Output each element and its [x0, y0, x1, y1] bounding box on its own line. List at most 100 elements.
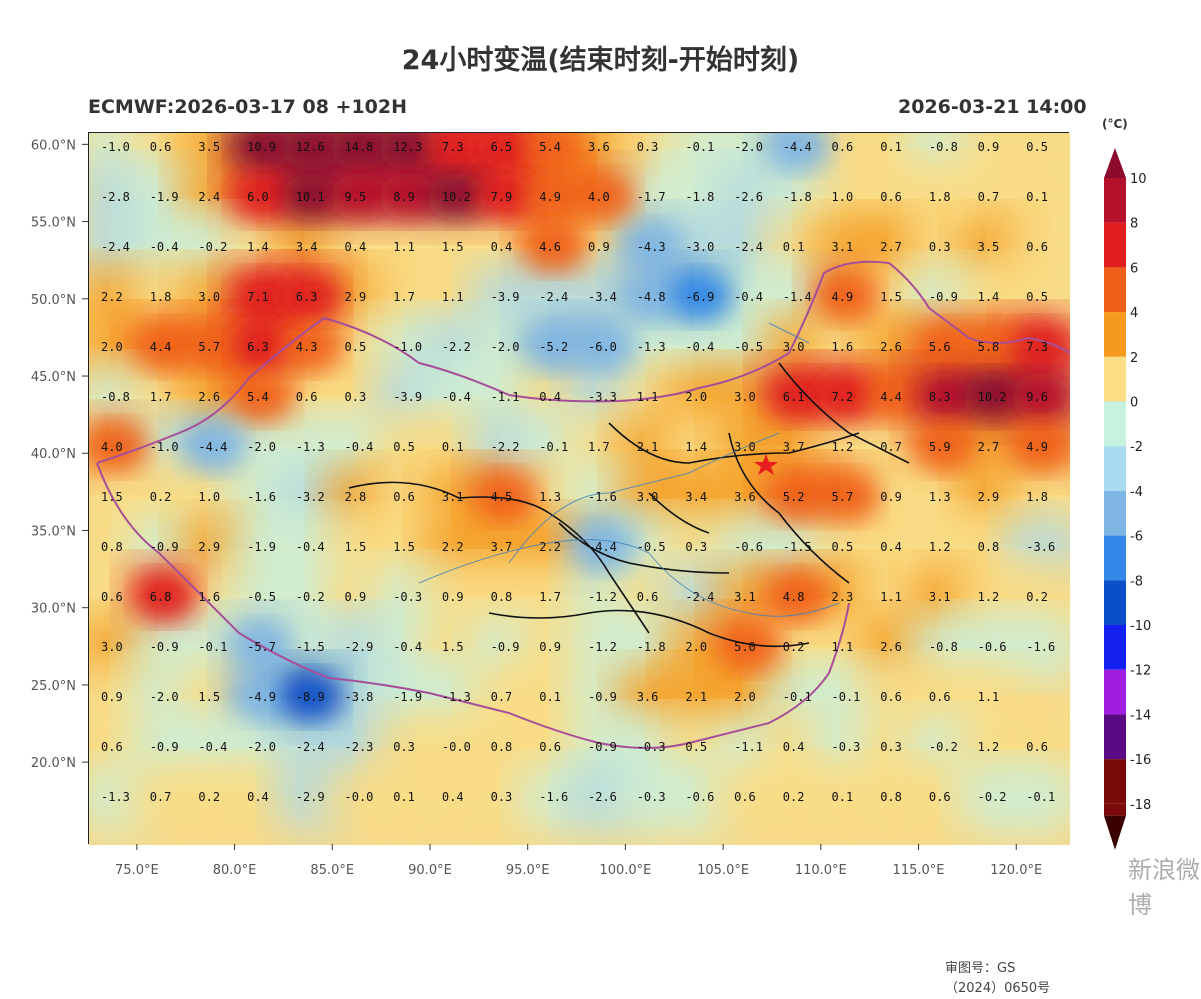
grid-value: -0.9 — [588, 690, 617, 704]
lat-tick-label: 50.0°N — [31, 293, 76, 308]
colorbar-level-label: -10 — [1130, 619, 1151, 634]
colorbar-swatch — [1104, 222, 1126, 268]
grid-value: -0.4 — [442, 390, 471, 404]
colorbar-swatch — [1104, 401, 1126, 447]
grid-value: -0.4 — [345, 440, 374, 454]
grid-value: 5.7 — [198, 340, 220, 354]
grid-value: 0.6 — [880, 190, 902, 204]
colorbar-level-label: -16 — [1130, 753, 1151, 768]
colorbar-swatch — [1104, 535, 1126, 581]
lat-tick-label: 45.0°N — [31, 370, 76, 385]
valid-time-label: 2026-03-21 14:00 — [898, 96, 1087, 118]
field-cell — [1002, 213, 1070, 281]
lon-tick-label: 80.0°E — [213, 863, 257, 878]
grid-value: 3.0 — [101, 640, 123, 654]
grid-value: 4.9 — [539, 190, 561, 204]
colorbar-level-label: -4 — [1130, 485, 1143, 500]
grid-value: 1.0 — [832, 190, 854, 204]
lat-tick-label: 60.0°N — [31, 138, 76, 153]
grid-value: 0.5 — [393, 440, 415, 454]
grid-value: 0.5 — [1026, 140, 1048, 154]
grid-value: 5.2 — [783, 490, 805, 504]
grid-value: -0.3 — [393, 590, 422, 604]
grid-value: 0.2 — [1026, 590, 1048, 604]
field-core — [476, 133, 537, 171]
grid-value: -1.6 — [1026, 640, 1055, 654]
grid-value: -0.5 — [247, 590, 276, 604]
colorbar-level-label: -14 — [1130, 708, 1151, 723]
field-core — [574, 173, 634, 221]
grid-value: -2.9 — [296, 790, 325, 804]
grid-value: 2.6 — [880, 640, 902, 654]
grid-value: -0.4 — [150, 240, 179, 254]
grid-value: 0.9 — [978, 140, 1000, 154]
grid-value: 0.6 — [101, 590, 123, 604]
grid-value: 3.6 — [637, 690, 659, 704]
grid-value: -0.8 — [929, 140, 958, 154]
grid-value: 0.4 — [880, 540, 902, 554]
grid-value: 3.1 — [929, 590, 951, 604]
grid-value: -0.0 — [345, 790, 374, 804]
grid-value: 3.6 — [734, 490, 756, 504]
colorbar-swatch — [1104, 714, 1126, 760]
grid-value: -0.1 — [832, 690, 861, 704]
grid-value: 1.5 — [345, 540, 367, 554]
grid-value: -0.9 — [150, 640, 179, 654]
grid-value: 1.7 — [588, 440, 610, 454]
grid-value: 1.1 — [880, 590, 902, 604]
grid-value: 0.8 — [491, 740, 513, 754]
grid-value: 1.2 — [929, 540, 951, 554]
grid-value: 0.6 — [393, 490, 415, 504]
field-core — [525, 173, 586, 221]
field-cell — [1002, 163, 1070, 231]
grid-value: 0.7 — [978, 190, 1000, 204]
grid-value: -1.9 — [247, 540, 276, 554]
field-core — [476, 173, 537, 221]
grid-value: 0.3 — [929, 240, 951, 254]
field-cell — [1002, 763, 1070, 831]
grid-value: 0.9 — [880, 490, 902, 504]
field-core — [768, 473, 829, 521]
field-core — [768, 573, 829, 621]
grid-value: -2.4 — [296, 740, 325, 754]
grid-value: 2.2 — [101, 290, 123, 304]
field-core — [963, 373, 1024, 421]
map-approval-credit: 审图号：GS（2024）0650号 — [939, 959, 1068, 996]
grid-value: -1.2 — [588, 640, 617, 654]
grid-value: -2.4 — [101, 240, 130, 254]
grid-value: -0.6 — [685, 790, 714, 804]
grid-value: 2.7 — [978, 440, 1000, 454]
grid-value: -2.2 — [442, 340, 471, 354]
grid-value: 0.5 — [1026, 290, 1048, 304]
grid-value: -0.1 — [539, 440, 568, 454]
grid-value: -0.9 — [491, 640, 520, 654]
watermark: 新浪微博 — [1128, 856, 1200, 919]
grid-value: 0.5 — [832, 540, 854, 554]
grid-value: 7.1 — [247, 290, 269, 304]
grid-value: 3.0 — [783, 340, 805, 354]
grid-value: 0.6 — [150, 140, 172, 154]
field-core — [1012, 373, 1070, 421]
field-core — [914, 373, 975, 421]
lon-tick-label: 75.0°E — [115, 863, 159, 878]
grid-value: -2.0 — [491, 340, 520, 354]
grid-value: 4.3 — [296, 340, 318, 354]
grid-value: -6.0 — [588, 340, 617, 354]
grid-value: 2.0 — [685, 640, 707, 654]
grid-value: 1.0 — [198, 490, 220, 504]
field-cell — [1002, 613, 1070, 681]
field-core — [963, 323, 1024, 371]
grid-value: 3.6 — [588, 140, 610, 154]
grid-value: -1.6 — [539, 790, 568, 804]
grid-value: -0.2 — [929, 740, 958, 754]
field-core — [525, 223, 586, 271]
grid-value: 0.6 — [101, 740, 123, 754]
grid-value: 4.4 — [150, 340, 172, 354]
colorbar-level-label: -18 — [1130, 798, 1151, 813]
lon-tick-label: 110.0°E — [795, 863, 847, 878]
grid-value: 8.9 — [393, 190, 415, 204]
grid-value: 3.1 — [832, 240, 854, 254]
grid-value: 2.1 — [637, 440, 659, 454]
field-core — [233, 673, 294, 721]
grid-value: 1.5 — [101, 490, 123, 504]
